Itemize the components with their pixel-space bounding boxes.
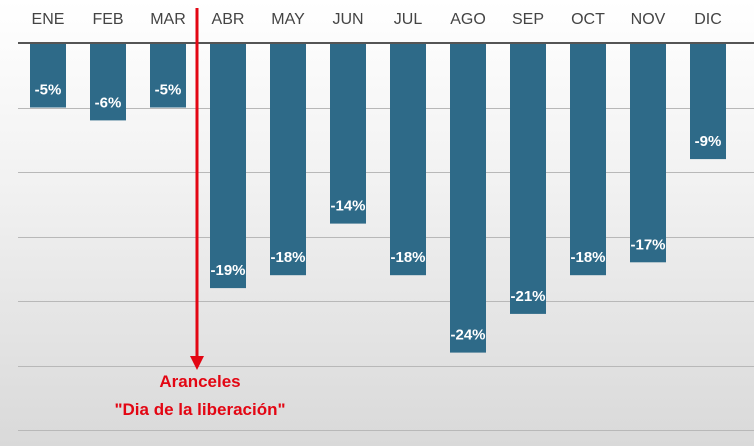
bar-sep — [510, 43, 546, 314]
annotation-arrow-head — [190, 356, 204, 370]
value-label-ene: -5% — [35, 82, 62, 99]
bar-abr — [210, 43, 246, 289]
month-label-abr: ABR — [212, 11, 245, 28]
bar-jul — [390, 43, 426, 276]
bar-oct — [570, 43, 606, 276]
value-label-mar: -5% — [155, 82, 182, 99]
bar-nov — [630, 43, 666, 263]
bar-ago — [450, 43, 486, 353]
bar-ene — [30, 43, 66, 108]
value-label-ago: -24% — [450, 327, 485, 344]
month-label-jun: JUN — [332, 11, 363, 28]
value-label-jul: -18% — [390, 249, 425, 266]
value-label-jun: -14% — [330, 198, 365, 215]
month-label-nov: NOV — [631, 11, 666, 28]
month-label-jul: JUL — [394, 11, 423, 28]
bar-jun — [330, 43, 366, 224]
bar-mar — [150, 43, 186, 108]
value-label-may: -18% — [270, 249, 305, 266]
month-label-may: MAY — [271, 11, 305, 28]
month-label-sep: SEP — [512, 11, 544, 28]
value-label-dic: -9% — [695, 133, 722, 150]
value-label-oct: -18% — [570, 249, 605, 266]
value-label-feb: -6% — [95, 94, 122, 111]
month-label-oct: OCT — [571, 11, 605, 28]
month-label-feb: FEB — [92, 11, 123, 28]
month-label-ene: ENE — [32, 11, 65, 28]
annotation-line2: "Dia de la liberación" — [114, 400, 286, 419]
annotation-line1: Aranceles — [159, 372, 241, 391]
month-label-mar: MAR — [150, 11, 186, 28]
bar-feb — [90, 43, 126, 121]
value-label-abr: -19% — [210, 262, 245, 279]
bar-may — [270, 43, 306, 276]
month-label-ago: AGO — [450, 11, 486, 28]
bar-dic — [690, 43, 726, 160]
value-label-sep: -21% — [510, 288, 545, 305]
month-label-dic: DIC — [694, 11, 722, 28]
value-label-nov: -17% — [630, 236, 665, 253]
